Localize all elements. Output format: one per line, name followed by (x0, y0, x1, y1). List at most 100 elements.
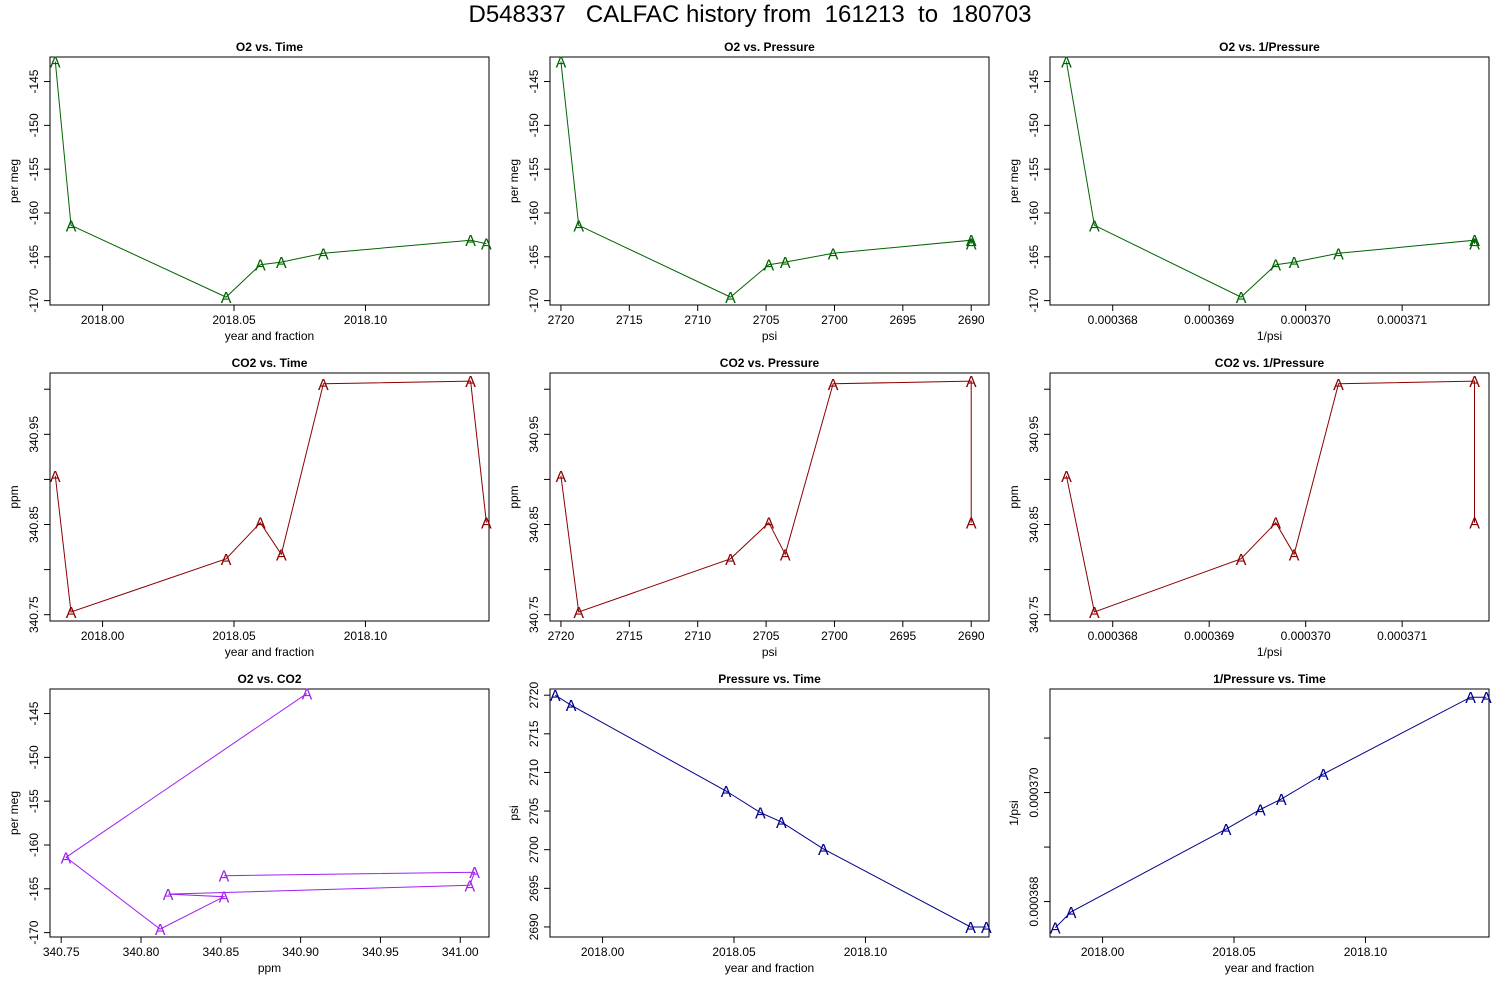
data-point: A (966, 516, 977, 533)
x-tick-label: 340.75 (43, 945, 80, 959)
y-tick-label: 340.85 (1027, 506, 1041, 543)
data-point: A (465, 878, 476, 895)
plot-frame (549, 372, 990, 622)
data-point: A (725, 552, 736, 569)
x-tick-label: 2018.00 (81, 313, 125, 327)
x-axis-label: year and fraction (1225, 961, 1314, 975)
data-point: A (276, 255, 287, 272)
x-tick-label: 2710 (684, 629, 711, 643)
x-tick-label: 2018.05 (712, 945, 756, 959)
data-point: A (1050, 921, 1061, 938)
y-tick-label: -150 (27, 745, 41, 769)
series-line (1065, 61, 1475, 298)
data-point: A (550, 688, 561, 705)
y-tick-label: 340.75 (527, 596, 541, 633)
data-point: A (50, 54, 61, 71)
y-tick-label: -155 (27, 789, 41, 813)
x-tick-label: 2695 (889, 629, 916, 643)
data-point: A (966, 233, 977, 250)
y-tick-label: 2715 (527, 720, 541, 747)
x-axis-label: psi (762, 645, 777, 659)
y-tick-label: 2695 (527, 875, 541, 902)
y-tick-label: -165 (527, 244, 541, 268)
series-line (560, 61, 972, 298)
data-point: A (1289, 255, 1300, 272)
data-point: A (573, 605, 584, 622)
data-point: A (1469, 233, 1480, 250)
data-point: A (1469, 374, 1480, 391)
y-tick-label: 0.000370 (1027, 767, 1041, 817)
x-tick-label: 2700 (821, 313, 848, 327)
chart-title: CO2 vs. Pressure (720, 356, 820, 370)
x-tick-label: 341.00 (442, 945, 479, 959)
data-point: A (725, 290, 736, 307)
y-tick-label: -150 (527, 113, 541, 137)
data-point: A (66, 218, 77, 235)
chart-panel: O2 vs. Time 2018.00 2018.05 2018.10 year and… (7, 40, 492, 343)
y-tick-label: -170 (27, 920, 41, 944)
y-tick-label: -155 (27, 157, 41, 181)
data-point: A (1221, 822, 1232, 839)
plot-frame (549, 688, 990, 938)
x-tick-label: 2690 (958, 313, 985, 327)
data-point: A (1066, 905, 1077, 922)
data-point: A (276, 547, 287, 564)
data-point: A (1270, 516, 1281, 533)
y-tick-label: -165 (1027, 244, 1041, 268)
data-point: A (780, 547, 791, 564)
y-axis-label: per meg (7, 791, 21, 835)
chart-title: O2 vs. 1/Pressure (1219, 40, 1320, 54)
series-line (54, 61, 487, 298)
y-axis-label: ppm (1007, 485, 1021, 508)
data-point: A (981, 920, 992, 937)
y-tick-label: -170 (27, 288, 41, 312)
data-point: A (50, 469, 61, 486)
x-tick-label: 0.000369 (1184, 629, 1234, 643)
data-point: A (318, 246, 329, 263)
y-tick-label: 2705 (527, 797, 541, 824)
x-tick-label: 2705 (753, 629, 780, 643)
x-tick-label: 2705 (753, 313, 780, 327)
y-axis-label: 1/psi (1007, 800, 1021, 825)
chart-panel: Pressure vs. Time 2018.00 2018.05 2018.10 ye… (507, 672, 992, 975)
data-point: A (1089, 218, 1100, 235)
y-tick-label: -160 (1027, 201, 1041, 225)
data-point: A (1465, 690, 1476, 707)
data-point: A (1061, 54, 1072, 71)
data-point: A (755, 806, 766, 823)
y-tick-label: -150 (27, 113, 41, 137)
y-tick-label: -145 (1027, 69, 1041, 93)
data-point: A (763, 516, 774, 533)
data-point: A (465, 374, 476, 391)
data-point: A (219, 869, 230, 886)
x-tick-label: 2710 (684, 313, 711, 327)
y-tick-label: -165 (27, 876, 41, 900)
x-tick-label: 2715 (616, 629, 643, 643)
x-axis-label: year and fraction (225, 645, 314, 659)
data-point: A (302, 686, 313, 703)
chart-panel: O2 vs. 1/Pressure 0.000368 0.000369 0.00037… (1007, 40, 1490, 343)
plot-frame (1049, 688, 1490, 938)
x-tick-label: 2018.00 (581, 945, 625, 959)
chart-title: CO2 vs. 1/Pressure (1215, 356, 1325, 370)
data-point: A (1469, 516, 1480, 533)
y-tick-label: -145 (27, 69, 41, 93)
data-point: A (469, 865, 480, 882)
plot-frame (49, 372, 490, 622)
chart-panel: CO2 vs. Pressure 2720 2715 2710 2705 2700 2695… (507, 356, 990, 659)
data-point: A (721, 784, 732, 801)
y-tick-label: 2690 (527, 913, 541, 940)
data-point: A (818, 842, 829, 859)
x-tick-label: 2018.10 (844, 945, 888, 959)
x-axis-label: ppm (258, 961, 281, 975)
y-axis-label: per meg (7, 159, 21, 203)
x-tick-label: 0.000368 (1088, 629, 1138, 643)
y-tick-label: -160 (27, 833, 41, 857)
data-point: A (219, 890, 230, 907)
x-tick-label: 340.80 (123, 945, 160, 959)
x-axis-label: year and fraction (725, 961, 814, 975)
data-point: A (163, 887, 174, 904)
y-tick-label: -170 (527, 288, 541, 312)
y-tick-label: 340.95 (527, 416, 541, 453)
x-axis-label: psi (762, 329, 777, 343)
